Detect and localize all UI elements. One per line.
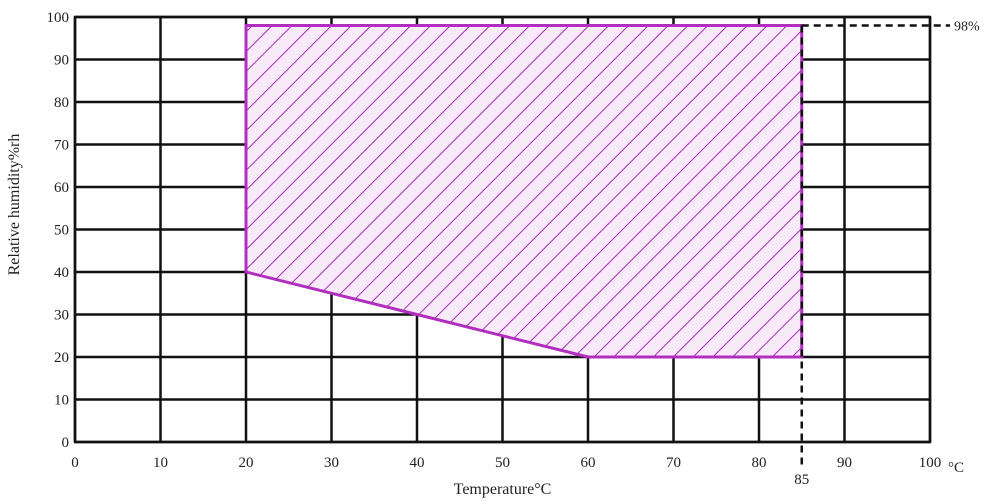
- y-tick-label: 0: [62, 435, 70, 451]
- x-tick-label: 30: [324, 455, 339, 471]
- x-tick-label: 20: [239, 455, 254, 471]
- y-axis-title: Relative humidity%rh: [6, 134, 23, 276]
- operating-region-area: [244, 24, 804, 359]
- x-tick-label: 50: [495, 455, 510, 471]
- x-tick-label: 100: [919, 455, 942, 471]
- y-axis-ticks: 0 10 20 30 40 50 60 70 80 90 100: [47, 10, 70, 451]
- y-tick-label: 70: [54, 138, 69, 154]
- x-tick-label: 70: [666, 455, 681, 471]
- operating-region: [244, 24, 804, 359]
- y-tick-label: 40: [54, 265, 69, 281]
- y-tick-label: 10: [54, 393, 69, 409]
- y-tick-label: 100: [47, 10, 70, 26]
- x-tick-label: 40: [410, 455, 425, 471]
- x-tick-label: 0: [71, 455, 79, 471]
- x-axis-title: Temperature°C: [454, 481, 552, 498]
- y-tick-label: 50: [54, 223, 69, 239]
- x-tick-label: 80: [752, 455, 767, 471]
- y-tick-label: 30: [54, 308, 69, 324]
- y-tick-label: 80: [54, 95, 69, 111]
- x-axis-unit-label: °C: [948, 460, 964, 476]
- y-tick-label: 90: [54, 53, 69, 69]
- annotations: 98% 85: [794, 20, 980, 489]
- annotation-label-1: 85: [794, 472, 809, 488]
- plot-border: [73, 15, 932, 444]
- plot-frame: [73, 15, 932, 444]
- x-axis-ticks: 0 10 20 30 40 50 60 70 80 90 100: [71, 455, 941, 471]
- x-tick-label: 60: [581, 455, 596, 471]
- y-tick-label: 60: [54, 180, 69, 196]
- y-tick-label: 20: [54, 350, 69, 366]
- annotation-label-0: 98%: [954, 20, 980, 35]
- x-tick-label: 10: [153, 455, 168, 471]
- x-tick-label: 90: [837, 455, 852, 471]
